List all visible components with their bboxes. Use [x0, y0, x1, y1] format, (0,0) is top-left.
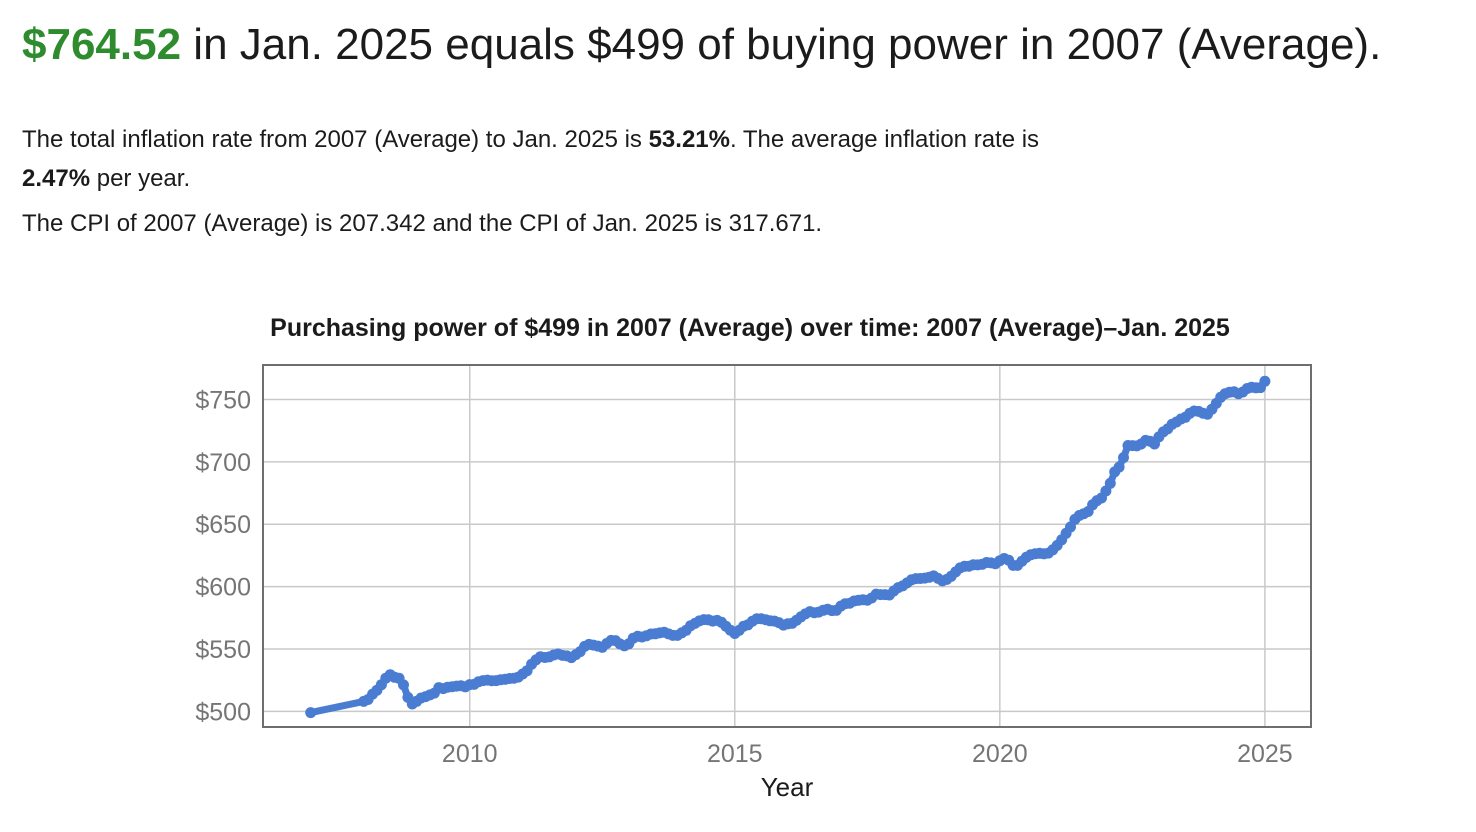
data-point[interactable]: [1259, 375, 1271, 387]
x-tick-label: 2020: [972, 740, 1028, 768]
plot-border: [262, 364, 1312, 728]
summary-text-1: The total inflation rate from 2007 (Aver…: [22, 126, 649, 153]
headline-rest: in Jan. 2025 equals $499 of buying power…: [181, 20, 1382, 69]
y-tick-label: $550: [195, 636, 251, 664]
y-tick-label: $500: [195, 698, 251, 726]
series-line[interactable]: [307, 377, 1269, 717]
inflation-rate-summary: The total inflation rate from 2007 (Aver…: [22, 120, 1434, 198]
summary-text-2: . The average inflation rate is: [729, 126, 1040, 153]
data-point[interactable]: [398, 679, 409, 691]
data-point[interactable]: [305, 707, 317, 719]
cpi-summary-text: The CPI of 2007 (Average) is 207.342 and…: [22, 210, 823, 237]
summary-text-3: per year.: [90, 165, 191, 192]
x-axis-title: Year: [761, 772, 814, 802]
chart-title: Purchasing power of $499 in 2007 (Averag…: [270, 314, 1230, 342]
y-tick-label: $600: [195, 574, 251, 602]
headline: $764.52 in Jan. 2025 equals $499 of buyi…: [22, 20, 1381, 70]
average-inflation-rate: 2.47%: [22, 165, 91, 192]
total-inflation-rate: 53.21%: [648, 126, 730, 153]
x-tick-label: 2010: [442, 740, 498, 768]
data-point[interactable]: [1104, 477, 1116, 489]
cpi-summary: The CPI of 2007 (Average) is 207.342 and…: [22, 204, 1434, 243]
data-point[interactable]: [1118, 452, 1129, 464]
y-tick-label: $750: [195, 386, 251, 414]
y-tick-label: $700: [195, 449, 251, 477]
plot-area: $500 $550 $600 $650 $700 $750 2010 2015 2020 2025: [195, 364, 1312, 768]
data-point[interactable]: [1113, 461, 1125, 473]
y-tick-label: $650: [195, 511, 251, 539]
x-tick-label: 2015: [707, 740, 763, 768]
x-tick-label: 2025: [1237, 740, 1293, 768]
headline-amount: $764.52: [22, 20, 182, 69]
